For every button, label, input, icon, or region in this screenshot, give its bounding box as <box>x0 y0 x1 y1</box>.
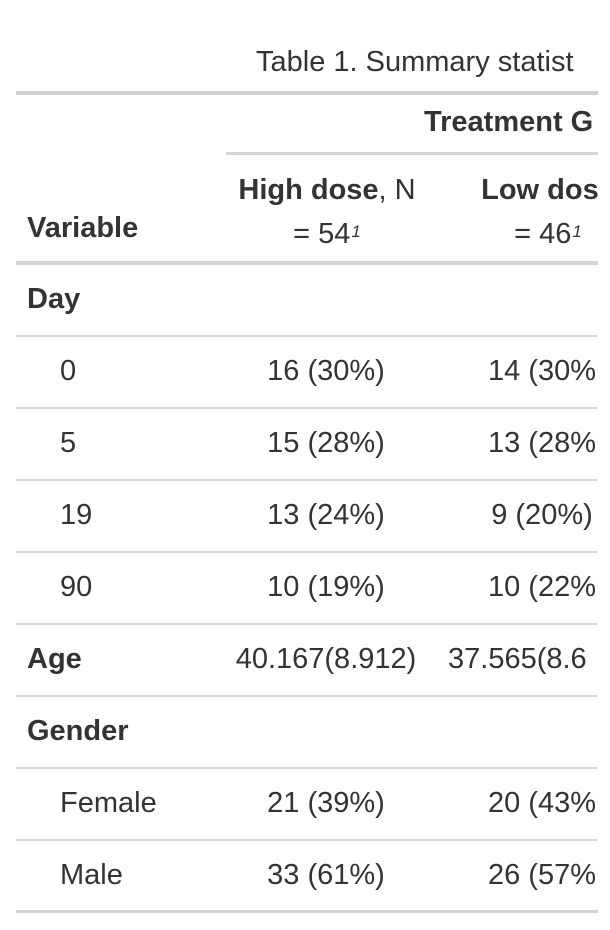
row-value-high-dose: 15 (28%) <box>267 427 385 459</box>
top-rule <box>16 91 598 95</box>
row-value-high-dose: 40.167(8.912) <box>235 643 417 675</box>
column-n-value: = 54 <box>293 218 351 250</box>
row-value-low-dose: 13 (28% <box>487 427 596 459</box>
row-label: Gender <box>27 715 129 747</box>
row-label: 90 <box>60 571 93 603</box>
row-value-low-dose: 20 (43% <box>487 787 596 819</box>
column-n-text: , N <box>378 174 416 206</box>
row-value-low-dose: 26 (57% <box>487 859 596 891</box>
row-value-high-dose: 10 (19%) <box>267 571 385 603</box>
row-value-low-dose: 14 (30% <box>487 355 596 387</box>
row-divider <box>16 623 598 625</box>
variable-column-header: Variable <box>27 212 139 244</box>
row-divider <box>16 695 598 697</box>
row-value-high-dose: 16 (30%) <box>267 355 385 387</box>
row-label: Age <box>27 643 82 675</box>
column-name: High dose <box>238 174 379 206</box>
row-divider <box>16 767 598 769</box>
row-divider <box>16 335 598 337</box>
row-label: 0 <box>60 355 77 387</box>
footnote-mark: 1 <box>351 222 361 241</box>
row-label: Day <box>27 283 81 315</box>
row-divider <box>16 839 598 841</box>
row-value-low-dose: 10 (22% <box>487 571 596 603</box>
row-label: 19 <box>60 499 93 531</box>
row-divider <box>16 479 598 481</box>
footnote-mark: 1 <box>572 222 582 241</box>
spanner-header: Treatment G <box>424 106 594 138</box>
row-value-high-dose: 13 (24%) <box>267 499 385 531</box>
row-label: 5 <box>60 427 77 459</box>
column-header-high-dose: High dose, N = 541 <box>227 168 427 256</box>
row-value-high-dose: 21 (39%) <box>267 787 385 819</box>
column-name: Low dose <box>481 174 598 206</box>
header-rule <box>16 261 598 265</box>
row-divider <box>16 407 598 409</box>
row-value-low-dose: 37.565(8.6 <box>448 643 587 675</box>
bottom-rule <box>16 910 598 913</box>
spanner-rule <box>226 152 598 155</box>
row-label: Male <box>60 859 123 891</box>
table-caption: Table 1. Summary statist <box>256 46 574 78</box>
column-n-value: = 46 <box>514 218 572 250</box>
row-value-high-dose: 33 (61%) <box>267 859 385 891</box>
column-header-low-dose: Low dose = 461 <box>448 168 598 256</box>
row-label: Female <box>60 787 157 819</box>
row-value-low-dose: 9 (20%) <box>491 499 593 531</box>
row-divider <box>16 551 598 553</box>
